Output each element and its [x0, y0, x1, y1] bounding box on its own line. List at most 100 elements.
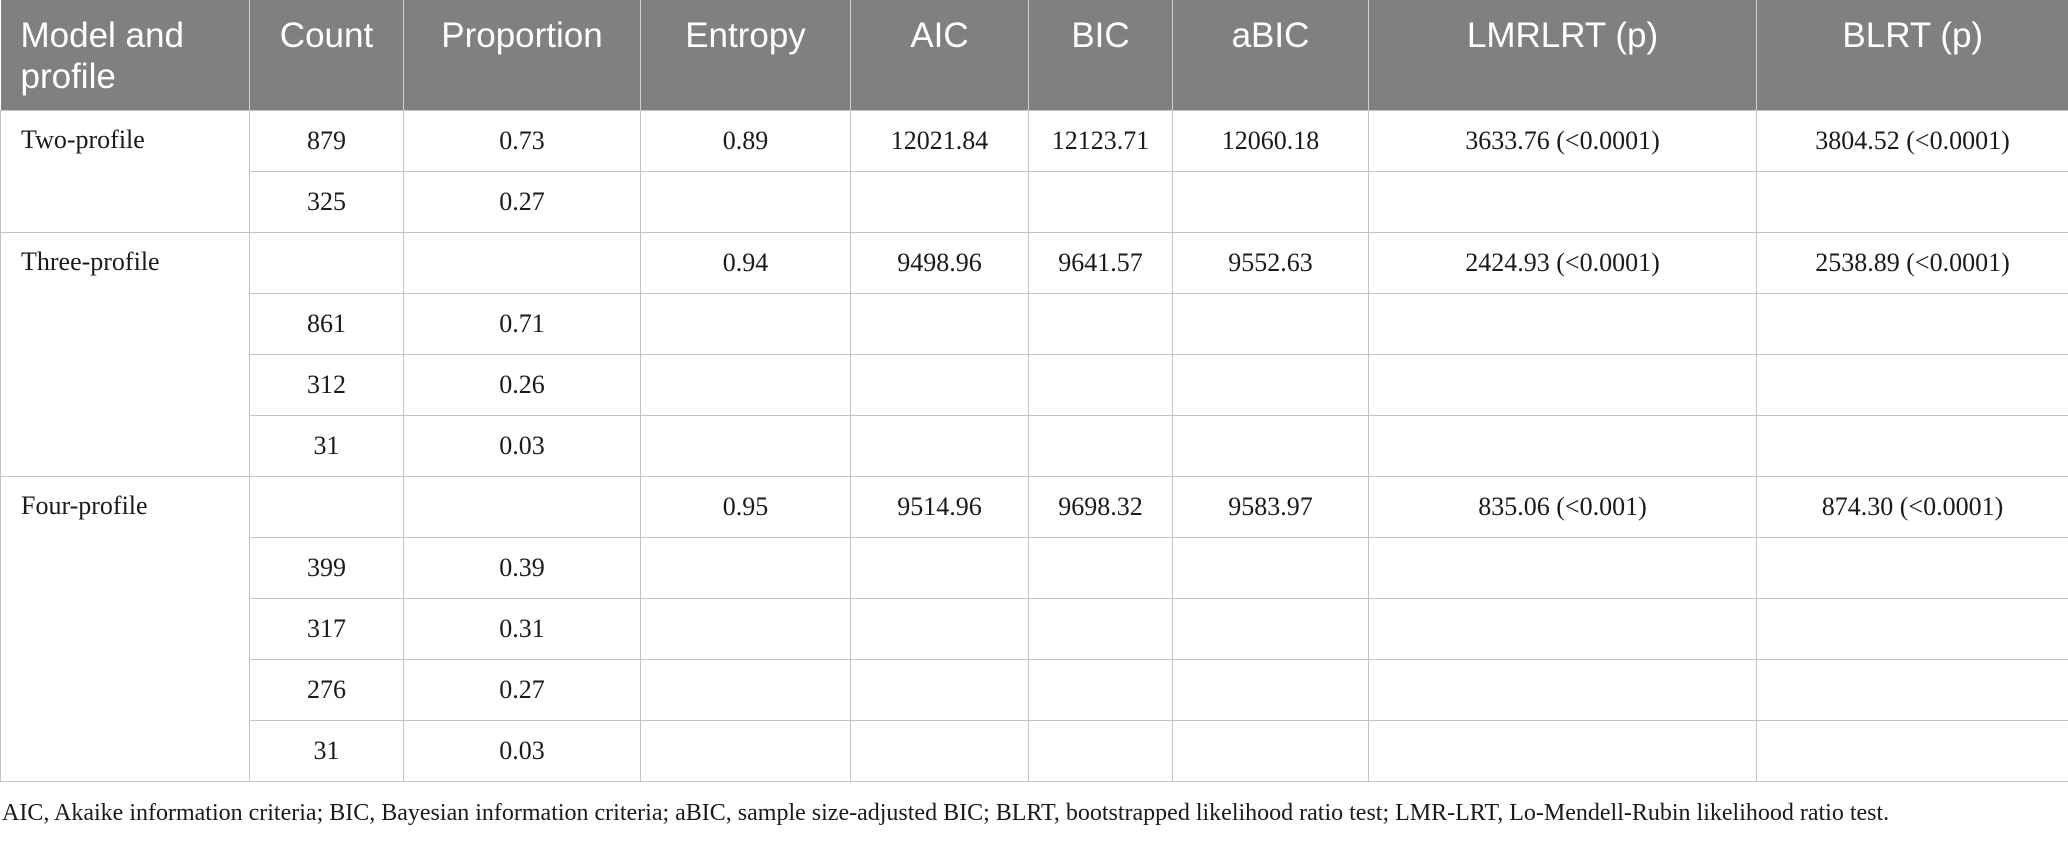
header-entropy: Entropy — [640, 0, 851, 110]
entropy-cell — [640, 414, 851, 477]
aic-cell: 9514.96 — [850, 475, 1029, 538]
header-row: Model and profile Count Proportion Entro… — [0, 0, 2068, 110]
latent-profile-table: Model and profile Count Proportion Entro… — [0, 0, 2068, 782]
abic-cell — [1172, 536, 1369, 599]
entropy-cell: 0.89 — [640, 109, 851, 172]
model-profile-label: Two-profile — [0, 109, 250, 233]
count-cell — [249, 475, 404, 538]
table-footnote: AIC, Akaike information criteria; BIC, B… — [2, 800, 1890, 826]
blrt-cell — [1756, 292, 2068, 355]
lmrlrt-cell: 2424.93 (<0.0001) — [1368, 231, 1757, 294]
count-cell — [249, 231, 404, 294]
blrt-cell — [1756, 414, 2068, 477]
aic-cell — [850, 597, 1029, 660]
entropy-cell — [640, 292, 851, 355]
header-blrt: BLRT (p) — [1756, 0, 2068, 110]
lmrlrt-cell — [1368, 719, 1757, 782]
lmrlrt-cell — [1368, 536, 1757, 599]
proportion-cell — [403, 475, 641, 538]
entropy-cell — [640, 536, 851, 599]
aic-cell — [850, 414, 1029, 477]
count-cell: 31 — [249, 719, 404, 782]
blrt-cell: 2538.89 (<0.0001) — [1756, 231, 2068, 294]
entropy-cell — [640, 658, 851, 721]
table-row: 861 0.71 — [1, 292, 2068, 355]
abic-cell — [1172, 658, 1369, 721]
aic-cell — [850, 353, 1029, 416]
bic-cell — [1028, 170, 1173, 233]
table-row: 317 0.31 — [1, 597, 2068, 660]
blrt-cell — [1756, 536, 2068, 599]
table-row: 325 0.27 — [1, 170, 2068, 233]
entropy-cell: 0.95 — [640, 475, 851, 538]
bic-cell — [1028, 597, 1173, 660]
blrt-cell — [1756, 719, 2068, 782]
bic-cell: 9641.57 — [1028, 231, 1173, 294]
header-bic: BIC — [1028, 0, 1173, 110]
bic-cell — [1028, 536, 1173, 599]
entropy-cell — [640, 353, 851, 416]
proportion-cell: 0.31 — [403, 597, 641, 660]
bic-cell: 12123.71 — [1028, 109, 1173, 172]
blrt-cell — [1756, 353, 2068, 416]
bic-cell: 9698.32 — [1028, 475, 1173, 538]
count-cell: 317 — [249, 597, 404, 660]
lmrlrt-cell — [1368, 658, 1757, 721]
proportion-cell: 0.03 — [403, 414, 641, 477]
proportion-cell — [403, 231, 641, 294]
aic-cell — [850, 719, 1029, 782]
abic-cell — [1172, 292, 1369, 355]
count-cell: 399 — [249, 536, 404, 599]
blrt-cell — [1756, 658, 2068, 721]
header-count: Count — [249, 0, 404, 110]
abic-cell — [1172, 597, 1369, 660]
entropy-cell — [640, 719, 851, 782]
entropy-cell: 0.94 — [640, 231, 851, 294]
header-abic: aBIC — [1172, 0, 1369, 110]
entropy-cell — [640, 597, 851, 660]
aic-cell — [850, 536, 1029, 599]
header-model-and-profile: Model and profile — [0, 0, 250, 110]
abic-cell: 9583.97 — [1172, 475, 1369, 538]
table-body: Two-profile 879 0.73 0.89 12021.84 12123.71 12… — [0, 109, 2068, 782]
proportion-cell: 0.39 — [403, 536, 641, 599]
proportion-cell: 0.27 — [403, 170, 641, 233]
table-row: Four-profile 0.95 9514.96 9698.32 9583.97 835… — [0, 475, 2068, 782]
proportion-cell: 0.26 — [403, 353, 641, 416]
bic-cell — [1028, 414, 1173, 477]
lmrlrt-cell — [1368, 292, 1757, 355]
model-profile-label: Four-profile — [0, 475, 250, 782]
aic-cell — [850, 292, 1029, 355]
abic-cell — [1172, 353, 1369, 416]
blrt-cell: 874.30 (<0.0001) — [1756, 475, 2068, 538]
table-row: 312 0.26 — [1, 353, 2068, 416]
aic-cell: 9498.96 — [850, 231, 1029, 294]
aic-cell: 12021.84 — [850, 109, 1029, 172]
lmrlrt-cell — [1368, 414, 1757, 477]
lmrlrt-cell — [1368, 597, 1757, 660]
table-row: 399 0.39 — [1, 536, 2068, 599]
table-row: Two-profile 879 0.73 0.89 12021.84 12123.71 12… — [0, 109, 2068, 233]
table-row: 31 0.03 — [1, 414, 2068, 477]
proportion-cell: 0.71 — [403, 292, 641, 355]
lmrlrt-cell: 835.06 (<0.001) — [1368, 475, 1757, 538]
count-cell: 325 — [249, 170, 404, 233]
count-cell: 276 — [249, 658, 404, 721]
model-profile-label: Three-profile — [0, 231, 250, 477]
bic-cell — [1028, 658, 1173, 721]
table-row: 276 0.27 — [1, 658, 2068, 721]
aic-cell — [850, 170, 1029, 233]
abic-cell — [1172, 170, 1369, 233]
entropy-cell — [640, 170, 851, 233]
blrt-cell — [1756, 170, 2068, 233]
lmrlrt-cell — [1368, 170, 1757, 233]
table-row: 31 0.03 — [1, 719, 2068, 782]
header-lmrlrt: LMRLRT (p) — [1368, 0, 1757, 110]
abic-cell — [1172, 414, 1369, 477]
count-cell: 312 — [249, 353, 404, 416]
header-proportion: Proportion — [403, 0, 641, 110]
aic-cell — [850, 658, 1029, 721]
abic-cell: 9552.63 — [1172, 231, 1369, 294]
bic-cell — [1028, 353, 1173, 416]
blrt-cell — [1756, 597, 2068, 660]
